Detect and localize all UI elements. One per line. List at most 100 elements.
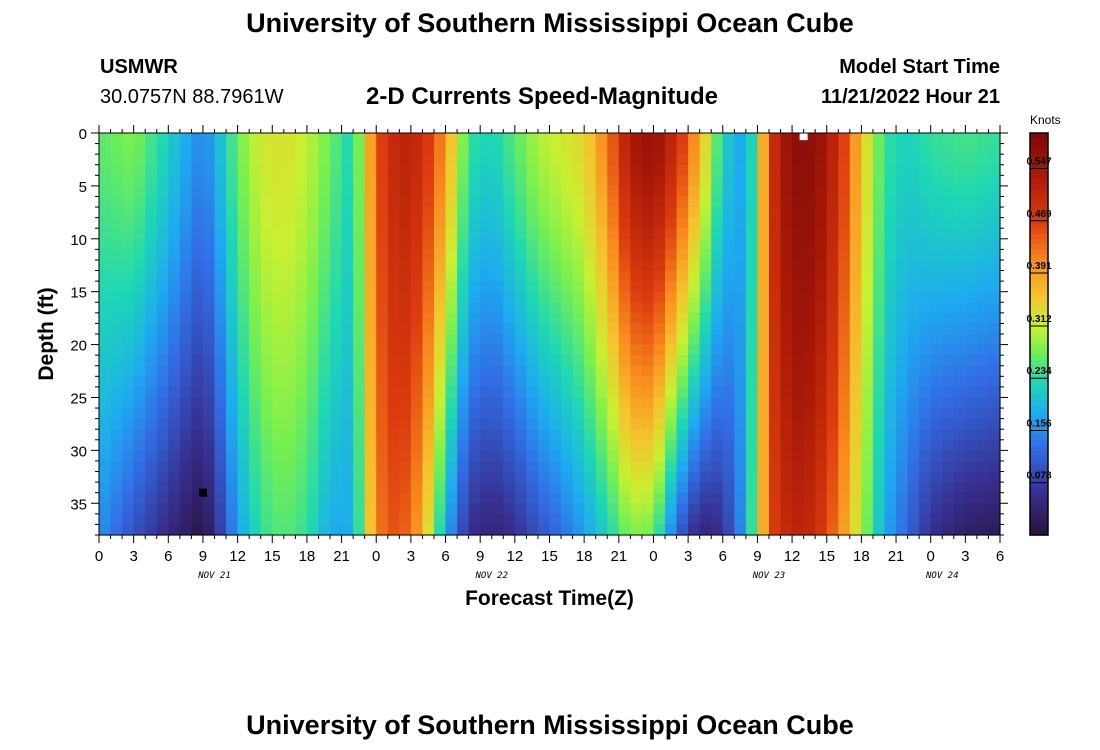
heatmap-cell xyxy=(953,513,966,526)
heatmap-cell xyxy=(768,439,782,451)
heatmap-cell xyxy=(884,217,897,229)
heatmap-cell xyxy=(630,175,643,187)
heatmap-cell xyxy=(445,344,458,356)
heatmap-cell xyxy=(745,207,759,219)
heatmap-cell xyxy=(226,217,239,229)
heatmap-cell xyxy=(595,185,608,198)
colorbar-swatch xyxy=(1030,499,1048,506)
heatmap-cell xyxy=(318,386,331,399)
colorbar-tick-label: 0.234 xyxy=(1026,366,1051,377)
heatmap-cell xyxy=(145,439,158,451)
heatmap-cell xyxy=(226,344,239,356)
heatmap-cell xyxy=(133,408,146,420)
heatmap-cell xyxy=(491,217,504,229)
heatmap-cell xyxy=(226,196,239,208)
colorbar-swatch xyxy=(1030,313,1048,320)
heatmap-cell xyxy=(468,344,481,356)
heatmap-cell xyxy=(653,164,666,176)
heatmap-cell xyxy=(630,344,643,356)
heatmap-cell xyxy=(653,492,666,504)
heatmap-cell xyxy=(133,302,146,314)
heatmap-cell xyxy=(526,207,539,219)
heatmap-cell xyxy=(849,133,862,145)
heatmap-cell xyxy=(422,492,435,504)
heatmap-cell xyxy=(122,154,135,166)
heatmap-cell xyxy=(976,503,990,515)
heatmap-cell xyxy=(699,524,712,536)
heatmap-cell xyxy=(607,344,620,356)
heatmap-cell xyxy=(965,281,978,293)
heatmap-cell xyxy=(537,164,551,176)
heatmap-cell xyxy=(445,429,458,441)
heatmap-cell xyxy=(387,450,400,462)
heatmap-cell xyxy=(122,365,135,377)
heatmap-cell xyxy=(145,408,158,420)
heatmap-cell xyxy=(699,365,712,377)
heatmap-cell xyxy=(815,334,828,346)
heatmap-cell xyxy=(861,249,874,261)
heatmap-cell xyxy=(826,164,839,176)
heatmap-cell xyxy=(653,450,666,462)
heatmap-cell xyxy=(491,386,504,399)
heatmap-cell xyxy=(237,164,250,176)
heatmap-cell xyxy=(295,228,308,240)
heatmap-cell xyxy=(249,133,262,145)
heatmap-cell xyxy=(537,312,551,325)
heatmap-cell xyxy=(341,355,354,367)
heatmap-cell xyxy=(884,334,897,346)
heatmap-cell xyxy=(179,482,193,494)
heatmap-cell xyxy=(919,439,932,451)
heatmap-cell xyxy=(272,429,285,441)
heatmap-cell xyxy=(202,460,216,473)
heatmap-cell xyxy=(711,238,724,250)
heatmap-cell xyxy=(514,143,527,155)
heatmap-cell xyxy=(930,281,943,293)
heatmap-cell xyxy=(156,291,169,303)
colorbar-swatch xyxy=(1030,474,1048,481)
heatmap-cell xyxy=(607,397,620,409)
heatmap-cell xyxy=(942,281,955,293)
heatmap-cell xyxy=(803,164,816,176)
heatmap-cell xyxy=(595,439,608,451)
heatmap-cell xyxy=(503,154,516,166)
heatmap-cell xyxy=(122,291,135,303)
heatmap-cell xyxy=(514,439,527,451)
heatmap-cell xyxy=(861,270,874,282)
heatmap-cell xyxy=(665,217,678,229)
heatmap-cell xyxy=(226,270,239,282)
heatmap-cell xyxy=(757,450,770,462)
heatmap-cell xyxy=(711,460,724,473)
heatmap-cell xyxy=(110,482,123,494)
heatmap-cell xyxy=(433,143,447,155)
heatmap-cell xyxy=(283,365,296,377)
heatmap-cell xyxy=(306,492,320,504)
heatmap-cell xyxy=(815,154,828,166)
heatmap-cell xyxy=(919,429,932,441)
heatmap-cell xyxy=(976,154,990,166)
heatmap-cell xyxy=(376,471,389,483)
heatmap-cell xyxy=(422,355,435,367)
heatmap-cell xyxy=(942,175,955,187)
heatmap-cell xyxy=(433,133,447,145)
heatmap-cell xyxy=(353,154,366,166)
heatmap-cell xyxy=(122,164,135,176)
heatmap-cell xyxy=(976,164,990,176)
heatmap-cell xyxy=(330,228,343,240)
heatmap-cell xyxy=(838,450,851,462)
heatmap-cell xyxy=(792,482,805,494)
x-tick-label: 9 xyxy=(476,548,484,565)
heatmap-cell xyxy=(919,450,932,462)
heatmap-cell xyxy=(953,207,966,219)
heatmap-cell xyxy=(930,355,943,367)
heatmap-cell xyxy=(607,175,620,187)
heatmap-cell xyxy=(919,386,932,399)
heatmap-cell xyxy=(699,513,712,526)
heatmap-cell xyxy=(561,312,574,325)
colorbar-swatch xyxy=(1030,529,1048,536)
heatmap-cell xyxy=(584,323,597,335)
heatmap-cell xyxy=(595,450,608,462)
heatmap-cell xyxy=(376,460,389,473)
heatmap-cell xyxy=(665,133,678,145)
heatmap-cell xyxy=(699,376,712,388)
heatmap-cell xyxy=(445,439,458,451)
